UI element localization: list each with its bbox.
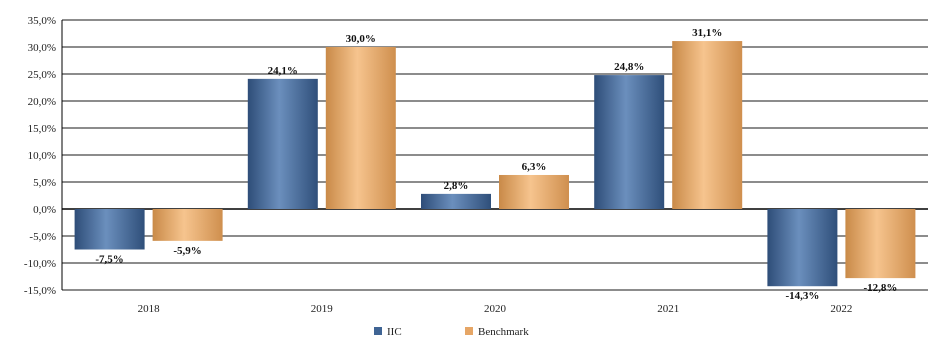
data-label: 31,1% [692,27,722,39]
data-label: 24,1% [268,65,298,77]
x-tick-label: 2022 [830,303,852,315]
x-tick-label: 2021 [657,303,679,315]
data-label: -12,8% [863,282,897,294]
data-label: -14,3% [785,290,819,302]
legend-swatch-iic [374,327,382,335]
bar-iic-2020 [421,193,491,209]
y-tick-label: 25,0% [28,69,56,81]
data-label: 6,3% [522,161,547,173]
y-tick-label: -5,0% [29,231,56,243]
data-label: 30,0% [346,33,376,45]
y-tick-label: 30,0% [28,42,56,54]
data-labels: -7,5% -5,9% 24,1% 30,0% 2,8% 6,3% 24,8% 31,1% -1… [95,27,897,302]
bar-iic-2022 [767,209,838,287]
y-tick-label: -15,0% [24,285,56,297]
x-tick-label: 2020 [484,303,507,315]
data-label: -7,5% [95,254,123,266]
bar-benchmark-2018 [152,209,223,241]
x-axis: 2018 2019 2020 2021 2022 [138,303,853,315]
y-tick-label: 10,0% [28,150,56,162]
bar-benchmark-2019 [325,47,396,209]
bar-iic-2021 [594,75,665,209]
y-tick-label: 5,0% [33,177,56,189]
data-label: -5,9% [173,245,201,257]
y-tick-label: 0,0% [33,204,56,216]
y-tick-label: 35,0% [28,15,56,27]
bar-iic-2019 [247,78,318,209]
bar-benchmark-2022 [845,209,916,279]
y-tick-label: 20,0% [28,96,56,108]
bar-benchmark-2021 [672,41,743,210]
legend-label-benchmark: Benchmark [478,326,529,338]
bar-benchmark-2020 [499,174,569,209]
legend-swatch-benchmark [465,327,473,335]
bars [74,41,916,287]
bar-iic-2018 [74,209,145,250]
legend: IIC Benchmark [374,326,529,338]
y-tick-label: 15,0% [28,123,56,135]
data-label: 24,8% [614,61,644,73]
legend-label-iic: IIC [387,326,402,338]
y-tick-label: -10,0% [24,258,56,270]
data-label: 2,8% [444,180,469,192]
x-tick-label: 2018 [138,303,161,315]
y-axis: 35,0% 30,0% 25,0% 20,0% 15,0% 10,0% 5,0% 0,0% -5… [24,15,63,297]
x-tick-label: 2019 [311,303,334,315]
